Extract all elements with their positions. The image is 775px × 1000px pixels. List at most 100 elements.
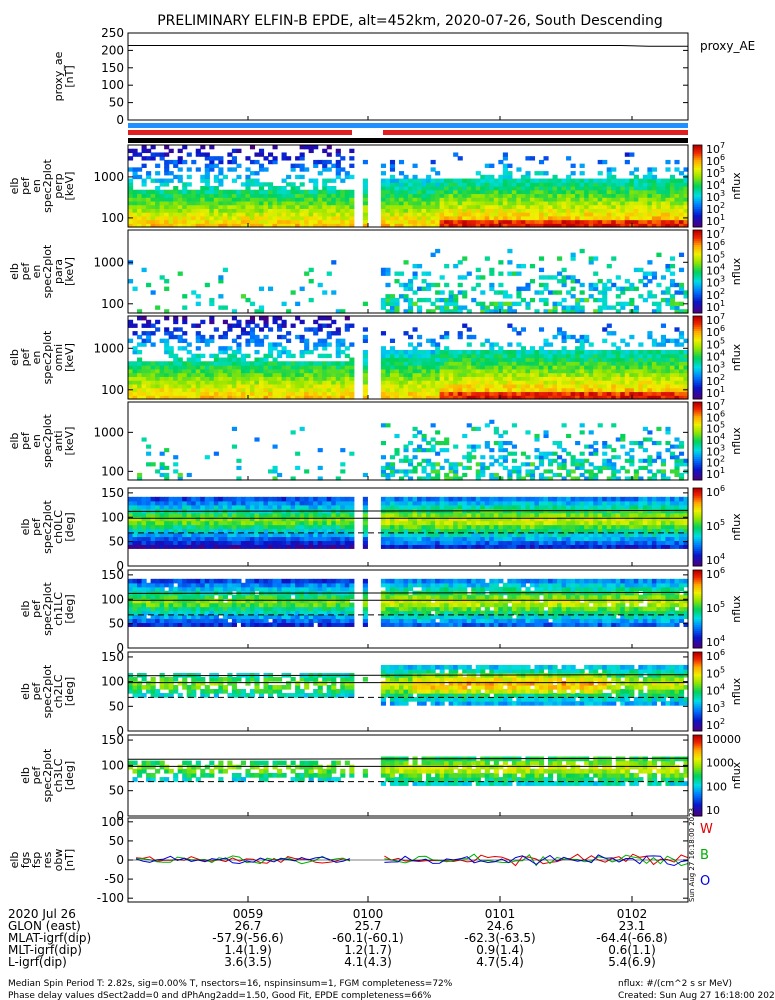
panel-4-cell [570, 458, 576, 463]
panel-4-cell [475, 469, 481, 474]
panel-3-cell [394, 391, 400, 396]
panel-3-cell [489, 372, 495, 377]
panel-4-cell [538, 455, 545, 460]
panel-1-cell [480, 219, 486, 224]
panel-3-cell [304, 395, 310, 400]
panel-2-cell [222, 305, 228, 310]
panel-1-cell [132, 200, 138, 206]
panel-1-cell [633, 200, 639, 206]
panel-3-cell [146, 376, 152, 381]
panel-3-cell [164, 331, 170, 336]
panel-1-cell [195, 152, 201, 157]
panel-2-cell [629, 286, 635, 291]
panel-3-cell [629, 365, 635, 370]
panel-3-cell [272, 342, 278, 347]
panel-3-cell [195, 380, 201, 385]
panel-4-cell [548, 451, 554, 456]
panel-1-cell [344, 208, 350, 213]
panel-1-cell [669, 204, 676, 209]
panel-5-cell [254, 516, 260, 522]
panel-3-colorbar-cell [693, 374, 702, 377]
panel-3-cell [457, 334, 463, 340]
panel-2-cell [218, 275, 224, 280]
panel-1-cell [421, 208, 427, 213]
panel-3-colorbar-cell [693, 336, 702, 340]
panel-1-cell [322, 167, 328, 172]
panel-3-cell [349, 376, 355, 381]
panel-1-cell [457, 189, 463, 195]
panel-1-cell [570, 182, 576, 187]
panel-1-cell [561, 200, 567, 206]
panel-2-colorbar-cell [693, 244, 702, 248]
panel-4-cell [647, 437, 653, 442]
panel-1-cell [466, 219, 472, 224]
panel-2-cell [412, 263, 418, 269]
panel-4-cell [493, 472, 499, 478]
panel-2-cell [218, 279, 224, 284]
panel-3-cell [611, 365, 617, 370]
panel-1-cell [254, 208, 260, 213]
panel-3-cell [132, 346, 138, 351]
panel-1-cell [516, 212, 522, 217]
panel-3-cell [150, 323, 156, 328]
panel-3-cell [362, 372, 368, 377]
panel-3-cell [132, 395, 138, 400]
panel-1-cell [349, 148, 355, 154]
panel-1-cell [204, 189, 210, 195]
panel-3-cell [159, 383, 165, 389]
panel-1-cell [624, 208, 630, 213]
panel-1-cell [227, 208, 233, 213]
panel-3-cell [290, 372, 296, 377]
panel-2-ylabel-3: spec2plot [41, 244, 54, 298]
panel-1-cell [538, 178, 545, 183]
panel-2-cell [669, 305, 676, 310]
panel-1-ylabel-1: pef [19, 176, 32, 195]
panel-1-cell [146, 148, 152, 154]
panel-2-cell [439, 305, 445, 310]
panel-1-cell [213, 212, 219, 217]
panel-2-cell [529, 297, 536, 303]
panel-3-cell [304, 387, 310, 393]
panel-1-cell [606, 174, 612, 180]
panel-1-cell [236, 148, 242, 154]
panel-5-cell [249, 540, 256, 545]
panel-1-cell [511, 189, 517, 195]
panel-2-cell [633, 267, 639, 273]
panel-1-cell [218, 219, 224, 224]
panel-3-cell [349, 387, 355, 393]
panel-2-cell [642, 297, 648, 303]
panel-3-cell [647, 334, 653, 340]
panel-1-cell [240, 215, 247, 221]
panel-3-cell [231, 368, 237, 374]
panel-1-cell [552, 182, 558, 187]
panel-1-cell [322, 182, 328, 187]
panel-2-cell [435, 248, 441, 254]
panel-3-cell [335, 387, 341, 393]
panel-5-cell [204, 512, 210, 518]
panel-3-cell [231, 391, 237, 396]
panel-1-cell [674, 182, 680, 187]
panel-3-cell [665, 376, 671, 381]
panel-1-cell [502, 193, 508, 198]
panel-1-cell [128, 156, 134, 161]
panel-1-cell [543, 212, 549, 217]
panel-4-cell [272, 469, 278, 474]
panel-1-cell [362, 159, 368, 165]
panel-4-cell [534, 437, 540, 442]
panel-1-cell [295, 189, 301, 195]
panel-2-cell [448, 290, 454, 295]
panel-4-cell [435, 476, 441, 481]
panel-3-cell [155, 383, 161, 389]
panel-3-cell [642, 372, 648, 377]
panel-3-cell [611, 387, 617, 393]
panel-1-cell [281, 200, 287, 206]
panel-4-colorbar-label: 102 [706, 455, 725, 470]
panel-3-colorbar-cell [693, 320, 702, 323]
panel-1-cell [611, 212, 617, 217]
panel-4-cell [651, 441, 657, 446]
panel-1-cell [408, 219, 414, 224]
panel-4-cell [593, 441, 599, 446]
panel-3-cell [408, 349, 414, 355]
panel-3-cell [417, 357, 423, 362]
panel-1-cell [430, 159, 436, 165]
